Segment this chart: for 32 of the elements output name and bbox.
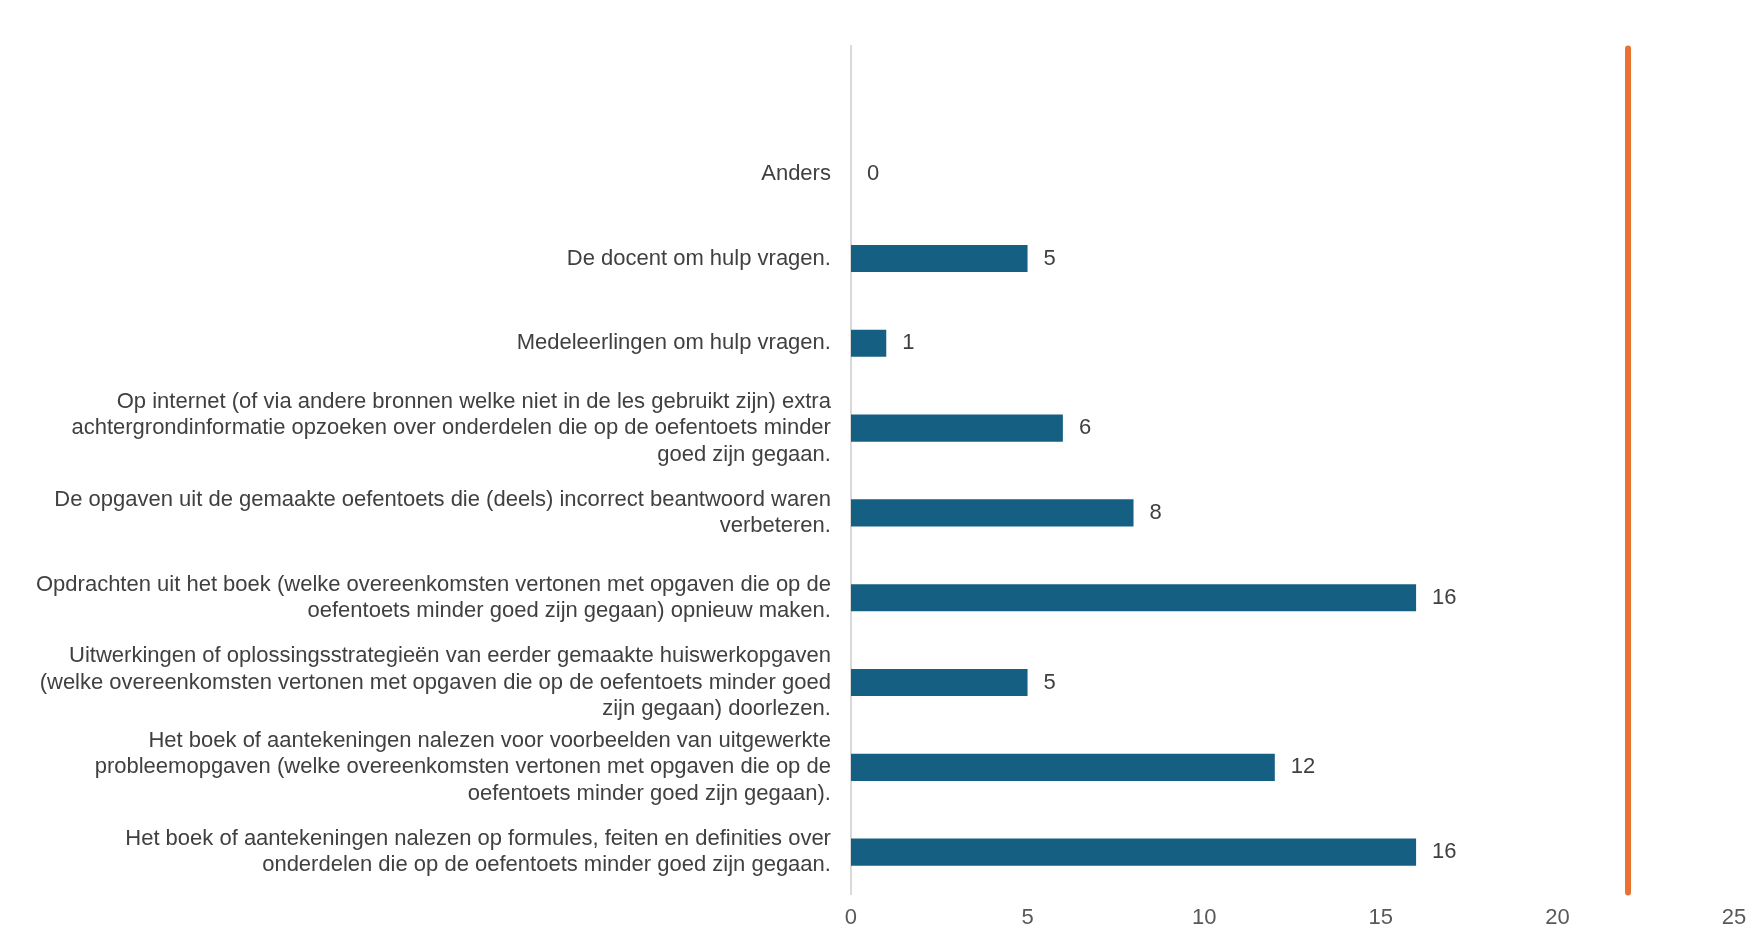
bar: [850, 414, 1063, 442]
data-label: 6: [1078, 414, 1092, 440]
data-label: 5: [1043, 668, 1056, 694]
bar: [850, 838, 1417, 866]
x-tick-label: 20: [1545, 903, 1570, 929]
bar: [850, 584, 1417, 612]
y-tick-label: Anders: [761, 159, 831, 185]
data-label: 12: [1290, 753, 1316, 779]
bar: [850, 499, 1134, 527]
y-tick-label: Op internet (of via andere bronnen welke niet in de les gebruikt zijn) extra achtergrondinformatie opzoeken over onderdelen die op de oefentoets minder goed zijn gegaan.: [71, 387, 832, 466]
bar: [850, 329, 887, 357]
x-tick-label: 5: [1021, 903, 1034, 929]
y-tick-label: Uitwerkingen of oplossingsstrategieën van eerder gemaakte huiswerkopgaven (welke overeenkomsten vertonen met opgaven die op de oefentoets minder goed zijn gegaan) doorlezen.: [39, 642, 831, 721]
bar: [850, 753, 1275, 781]
data-label: 0: [866, 159, 880, 185]
data-label: 8: [1149, 498, 1162, 524]
bar: [850, 668, 1028, 697]
y-tick-label: De opgaven uit de gemaakte oefentoets die (deels) incorrect beantwoord waren verbeteren.: [54, 485, 831, 538]
y-tick-label: Het boek of aantekeningen nalezen op formules, feiten en definities over onderdelen die op de oefentoets minder goed zijn gegaan.: [125, 825, 831, 877]
y-tick-label: Opdrachten uit het boek (welke overeenkomsten vertonen met opgaven die op de oefentoets minder goed zijn gegaan) opnieuw maken.: [35, 570, 831, 622]
x-tick-label: 25: [1721, 903, 1747, 929]
y-tick-label: De docent om hulp vragen.: [566, 244, 831, 270]
data-label: 1: [902, 329, 915, 355]
x-tick-label: 0: [844, 903, 858, 929]
bar: [850, 244, 1028, 273]
data-label: 16: [1432, 583, 1457, 609]
data-label: 16: [1432, 838, 1457, 864]
x-tick-label: 15: [1368, 903, 1394, 929]
y-tick-label: Het boek of aantekeningen nalezen voor voorbeelden van uitgewerkte probleemopgaven (welke overeenkomsten vertonen met opgaven die op de oefentoets minder goed zijn gegaan).: [94, 727, 831, 805]
x-tick-label: 10: [1191, 903, 1217, 929]
y-tick-label: Medeleerlingen om hulp vragen.: [516, 329, 831, 355]
data-label: 5: [1043, 244, 1056, 270]
